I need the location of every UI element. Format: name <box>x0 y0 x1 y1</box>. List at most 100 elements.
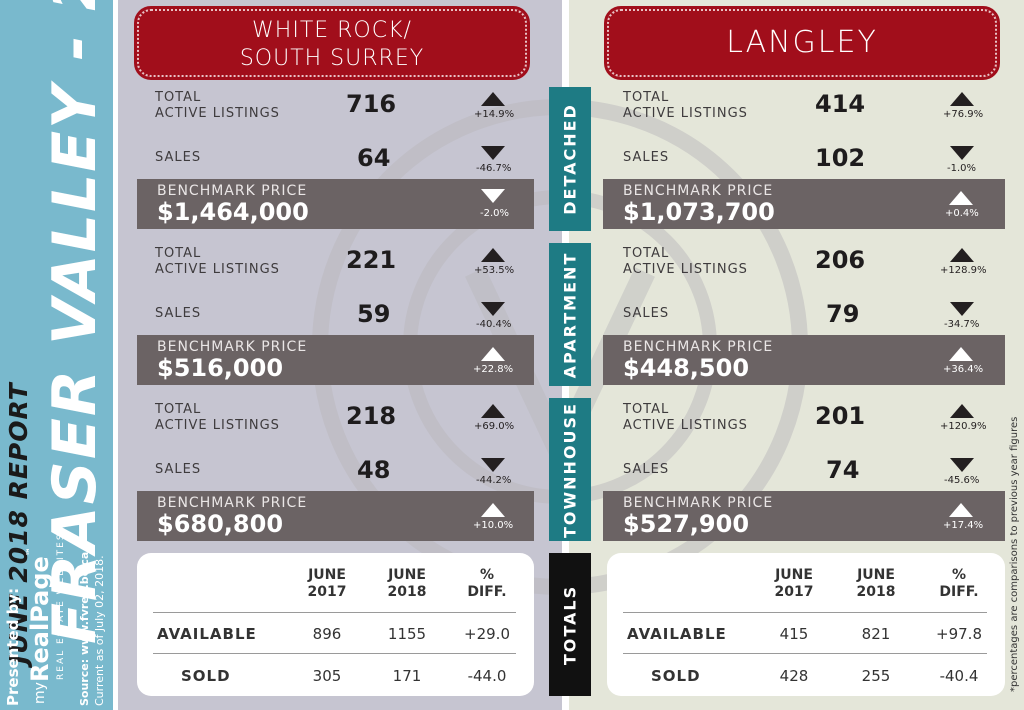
sales-label: SALES <box>623 306 670 321</box>
up-arrow-icon <box>481 92 505 106</box>
right-apartment-price: $448,500 <box>623 354 750 382</box>
right-detached-benchmark: BENCHMARK PRICE $1,073,700 +0.4% <box>603 179 1005 229</box>
sales-label: SALES <box>623 462 670 477</box>
row-label-available: AVAILABLE <box>627 625 727 643</box>
benchmark-label: BENCHMARK PRICE <box>157 495 308 511</box>
left-apartment-benchmark: BENCHMARK PRICE $516,000 +22.8% <box>137 335 534 385</box>
totals-table-langley: JUNE 2017 JUNE 2018 % DIFF. AVAILABLE 415 8… <box>607 553 1005 696</box>
left-detached-listings: 716 <box>346 90 397 118</box>
left-apartment-sales: 59 <box>357 300 391 328</box>
right-apartment-sales-pct: -34.7% <box>944 319 980 330</box>
left-apartment-price-pct: +22.8% <box>473 364 514 375</box>
down-arrow-icon <box>481 189 505 203</box>
presented-by: Presented by: <box>4 587 22 706</box>
right-apartment-price-pct: +36.4% <box>943 364 984 375</box>
sidebar: JUNE 2018 REPORT FRASER VALLEY - 2 Prese… <box>0 0 113 710</box>
category-label: APARTMENT <box>560 251 580 378</box>
category-label: TOTALS <box>560 584 580 665</box>
row-label-sold: SOLD <box>651 667 701 685</box>
table-cell: -40.4 <box>939 667 979 685</box>
total-listings-label: TOTAL ACTIVE LISTINGS <box>155 402 280 433</box>
sales-label: SALES <box>155 150 202 165</box>
right-detached-listings-pct: +76.9% <box>943 109 984 120</box>
category-detached: DETACHED <box>549 87 591 231</box>
left-detached-listings-pct: +14.9% <box>474 109 515 120</box>
table-divider <box>623 653 987 654</box>
right-townhouse-sales: 74 <box>826 456 860 484</box>
category-totals: TOTALS <box>549 553 591 696</box>
right-apartment-sales: 79 <box>826 300 860 328</box>
right-detached-price-pct: +0.4% <box>945 208 979 219</box>
right-townhouse-listings-pct: +120.9% <box>940 421 987 432</box>
table-cell: 1155 <box>387 625 427 643</box>
category-townhouse: TOWNHOUSE <box>549 398 591 541</box>
left-townhouse-price-pct: +10.0% <box>473 520 514 531</box>
row-label-available: AVAILABLE <box>157 625 257 643</box>
left-detached-price: $1,464,000 <box>157 198 309 226</box>
logo-tm: ™ <box>26 547 36 557</box>
right-townhouse-listings: 201 <box>815 402 866 430</box>
right-detached-sales: 102 <box>815 144 866 172</box>
table-cell: 171 <box>392 667 422 685</box>
up-arrow-icon <box>949 347 973 361</box>
source-text: Source: www.fvreb.bc.ca <box>78 551 91 706</box>
right-townhouse-sales-pct: -45.6% <box>944 475 980 486</box>
region-white-rock-south-surrey: WHITE ROCK/ SOUTH SURREY <box>134 6 530 80</box>
table-cell: 821 <box>861 625 891 643</box>
left-apartment-price: $516,000 <box>157 354 284 382</box>
benchmark-label: BENCHMARK PRICE <box>623 183 774 199</box>
right-detached-price: $1,073,700 <box>623 198 775 226</box>
category-label: TOWNHOUSE <box>560 401 580 538</box>
logo-brand-text: RealPage <box>26 556 54 682</box>
up-arrow-icon <box>481 503 505 517</box>
left-detached-benchmark: BENCHMARK PRICE $1,464,000 -2.0% <box>137 179 534 229</box>
down-arrow-icon <box>481 302 505 316</box>
category-label: DETACHED <box>560 103 580 215</box>
table-cell: 896 <box>312 625 342 643</box>
up-arrow-icon <box>950 248 974 262</box>
table-cell: 305 <box>312 667 342 685</box>
logo-my: my <box>32 682 48 704</box>
table-cell: +97.8 <box>936 625 982 643</box>
sales-label: SALES <box>155 462 202 477</box>
table-cell: 428 <box>779 667 809 685</box>
logo-tagline: REAL ESTATE WEBSITES <box>56 532 66 680</box>
up-arrow-icon <box>949 191 973 205</box>
right-apartment-listings: 206 <box>815 246 866 274</box>
left-townhouse-listings-pct: +69.0% <box>474 421 515 432</box>
region-left-line2: SOUTH SURREY <box>239 46 425 71</box>
left-detached-sales-pct: -46.7% <box>476 163 512 174</box>
left-apartment-listings: 221 <box>346 246 397 274</box>
col-june-2018: JUNE 2018 <box>856 567 896 600</box>
right-detached-listings: 414 <box>815 90 866 118</box>
total-listings-label: TOTAL ACTIVE LISTINGS <box>623 402 748 433</box>
left-townhouse-benchmark: BENCHMARK PRICE $680,800 +10.0% <box>137 491 534 541</box>
down-arrow-icon <box>950 458 974 472</box>
footnote: *percentages are comparisons to previous… <box>1009 416 1020 692</box>
down-arrow-icon <box>950 146 974 160</box>
total-listings-label: TOTAL ACTIVE LISTINGS <box>155 246 280 277</box>
left-townhouse-price: $680,800 <box>157 510 284 538</box>
row-label-sold: SOLD <box>181 667 231 685</box>
up-arrow-icon <box>481 404 505 418</box>
col-june-2018: JUNE 2018 <box>387 567 427 600</box>
benchmark-label: BENCHMARK PRICE <box>623 495 774 511</box>
left-apartment-sales-pct: -40.4% <box>476 319 512 330</box>
up-arrow-icon <box>481 347 505 361</box>
right-detached-sales-pct: -1.0% <box>947 163 977 174</box>
right-townhouse-price: $527,900 <box>623 510 750 538</box>
left-townhouse-listings: 218 <box>346 402 397 430</box>
table-divider <box>153 653 516 654</box>
up-arrow-icon <box>949 503 973 517</box>
down-arrow-icon <box>950 302 974 316</box>
logo-brand: RealPage™ <box>26 547 54 682</box>
down-arrow-icon <box>481 458 505 472</box>
table-cell: 415 <box>779 625 809 643</box>
total-listings-label: TOTAL ACTIVE LISTINGS <box>155 90 280 121</box>
table-cell: 255 <box>861 667 891 685</box>
left-apartment-listings-pct: +53.5% <box>474 265 515 276</box>
down-arrow-icon <box>481 146 505 160</box>
total-listings-label: TOTAL ACTIVE LISTINGS <box>623 246 748 277</box>
col-june-2017: JUNE 2017 <box>307 567 347 600</box>
right-townhouse-price-pct: +17.4% <box>943 520 984 531</box>
